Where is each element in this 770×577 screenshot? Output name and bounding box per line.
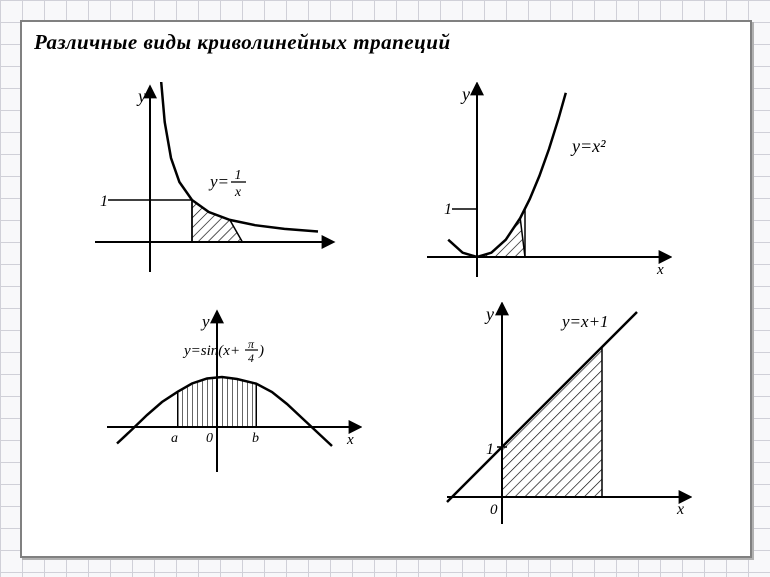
page-title: Различные виды криволинейных трапеций xyxy=(34,30,451,55)
x-axis-label: x xyxy=(676,501,684,518)
y-axis-label: y xyxy=(484,304,494,324)
a-label: a xyxy=(171,431,178,446)
origin-label: 0 xyxy=(206,431,213,446)
origin-label: 0 xyxy=(490,502,498,518)
content-panel: Различные виды криволинейных трапеций y xyxy=(20,20,752,558)
svg-text:π: π xyxy=(248,337,255,351)
tick-1: 1 xyxy=(486,441,494,458)
formula-parabola: y=x² xyxy=(570,136,606,156)
svg-text:y=sin(x+: y=sin(x+ xyxy=(182,343,240,359)
x-axis-label: x xyxy=(656,262,664,278)
svg-text:x: x xyxy=(234,185,242,200)
tick-1: 1 xyxy=(444,201,452,218)
y-axis-label: y xyxy=(136,86,146,106)
svg-text:): ) xyxy=(258,343,264,359)
y-axis-label: y xyxy=(200,312,210,331)
formula-hyperbola: y= 1 x xyxy=(208,168,246,200)
formula-sine: y=sin(x+ π 4 ) xyxy=(182,337,264,365)
plot-line: y x 1 0 y=x+1 xyxy=(442,302,692,532)
plot-parabola: y x 1 y=x² xyxy=(422,82,672,282)
svg-text:1: 1 xyxy=(235,168,242,183)
svg-text:4: 4 xyxy=(248,351,254,365)
formula-line: y=x+1 xyxy=(560,312,609,331)
svg-text:y=: y= xyxy=(208,172,229,191)
tick-1: 1 xyxy=(100,193,108,210)
y-axis-label: y xyxy=(460,84,470,104)
plot-hyperbola: y 1 y= 1 x xyxy=(90,82,340,282)
b-label: b xyxy=(252,431,259,446)
plot-sine: y x a b 0 y=sin(x+ π 4 ) xyxy=(102,307,362,487)
x-axis-label: x xyxy=(346,432,354,448)
